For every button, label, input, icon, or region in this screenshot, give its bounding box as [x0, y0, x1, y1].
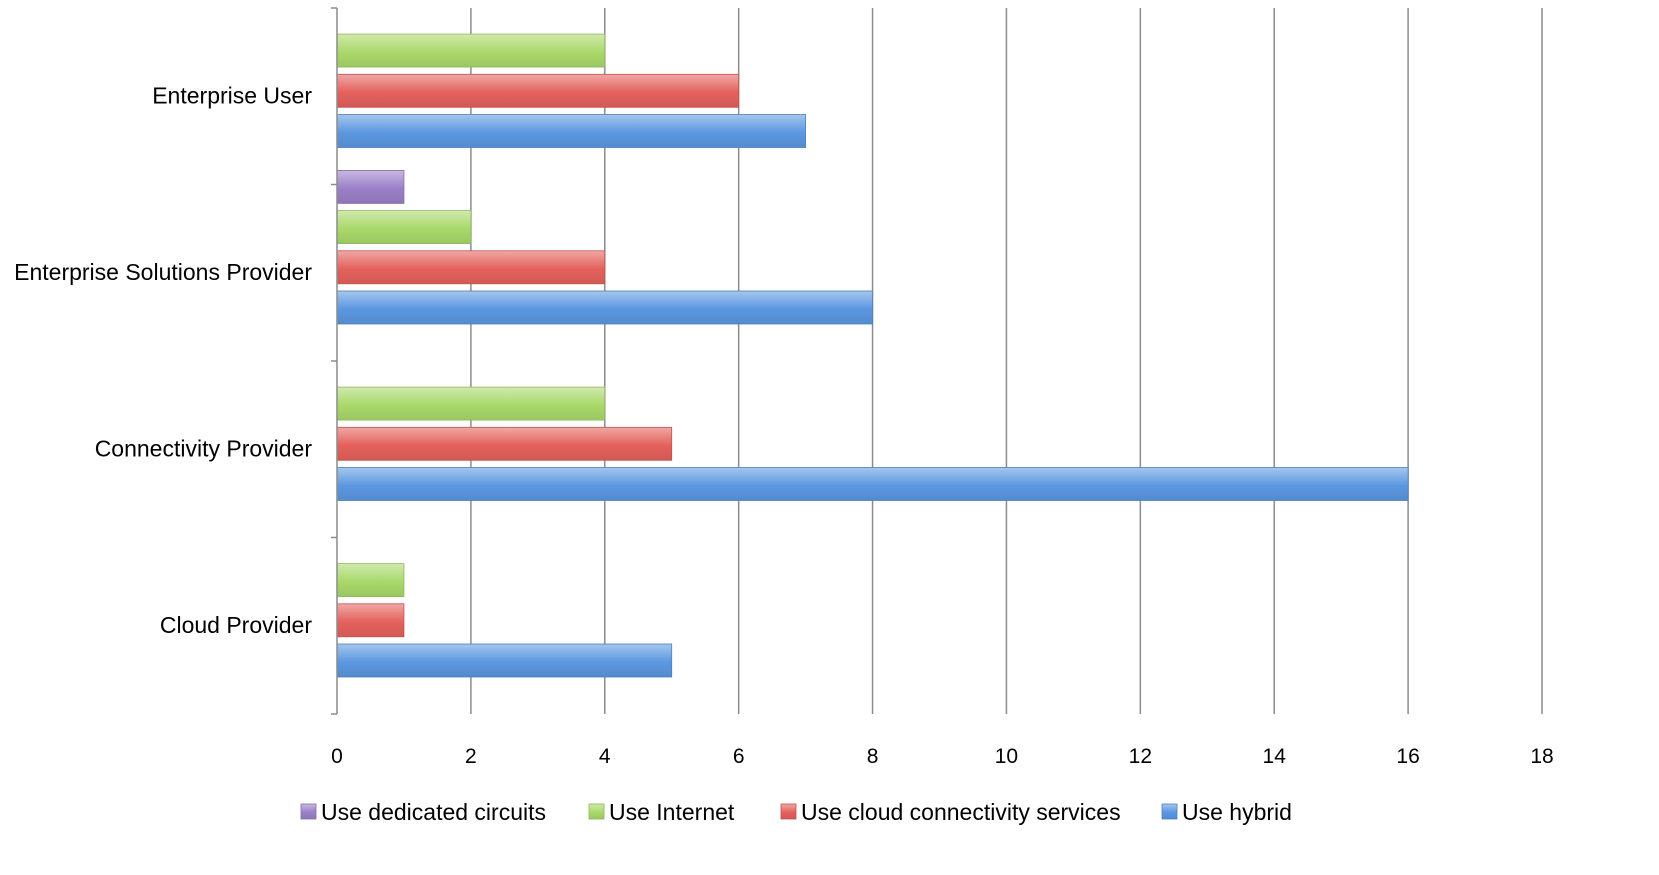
bar-enterprise-user-use-hybrid — [336, 114, 807, 148]
bars-layer — [336, 33, 1409, 678]
legend-swatch-use-hybrid — [1161, 803, 1178, 820]
category-label-cloud-provider: Cloud Provider — [160, 612, 312, 638]
legend-label-use-hybrid: Use hybrid — [1182, 799, 1292, 825]
bar-enterprise-user-use-cloud-connectivity-services — [336, 73, 740, 108]
x-tick-label-2: 2 — [465, 745, 477, 768]
category-labels: Cloud Provider Connectivity Provider Enter… — [14, 82, 312, 638]
bar-cloud-provider-use-cloud-connectivity-services — [336, 603, 405, 638]
legend-label-use-dedicated-circuits: Use dedicated circuits — [321, 799, 546, 825]
x-tick-label-0: 0 — [331, 745, 343, 768]
x-tick-label-6: 6 — [733, 745, 745, 768]
legend-item-use-dedicated-circuits: Use dedicated circuits — [300, 799, 546, 825]
bar-enterprise-solutions-provider-use-dedicated-circuits — [336, 169, 405, 204]
bar-connectivity-provider-use-internet — [336, 386, 606, 421]
legend-swatch-use-dedicated-circuits — [300, 803, 317, 820]
legend-label-use-internet: Use Internet — [609, 799, 735, 825]
category-label-enterprise-solutions-provider: Enterprise Solutions Provider — [14, 259, 312, 285]
bar-connectivity-provider-use-cloud-connectivity-services — [336, 426, 673, 461]
bar-enterprise-solutions-provider-use-hybrid — [336, 290, 873, 325]
bar-cloud-provider-use-internet — [336, 563, 405, 597]
x-tick-label-12: 12 — [1129, 745, 1152, 768]
x-tick-label-16: 16 — [1396, 745, 1419, 768]
legend-swatch-use-internet — [588, 803, 605, 820]
legend-item-use-cloud-connectivity-services: Use cloud connectivity services — [780, 799, 1121, 825]
x-tick-label-10: 10 — [995, 745, 1018, 768]
x-tick-label-4: 4 — [599, 745, 611, 768]
legend-item-use-internet: Use Internet — [588, 799, 735, 825]
x-tick-label-18: 18 — [1530, 745, 1553, 768]
category-axis — [331, 7, 338, 715]
legend: Use dedicated circuits Use Internet Use cl… — [300, 799, 1292, 825]
x-tick-label-8: 8 — [867, 745, 879, 768]
legend-swatch-use-cloud-connectivity-services — [780, 803, 797, 820]
legend-item-use-hybrid: Use hybrid — [1161, 799, 1292, 825]
category-label-connectivity-provider: Connectivity Provider — [95, 435, 313, 461]
x-tick-labels: 0 2 4 6 8 10 12 14 16 18 — [331, 745, 1554, 768]
bar-enterprise-solutions-provider-use-cloud-connectivity-services — [336, 250, 606, 285]
bar-enterprise-user-use-internet — [336, 33, 606, 68]
legend-label-use-cloud-connectivity-services: Use cloud connectivity services — [801, 799, 1121, 825]
bar-cloud-provider-use-hybrid — [336, 643, 673, 678]
bar-connectivity-provider-use-hybrid — [336, 467, 1409, 501]
grid-lines — [470, 8, 1543, 714]
bar-enterprise-solutions-provider-use-internet — [336, 210, 472, 245]
x-tick-label-14: 14 — [1263, 745, 1287, 768]
category-label-enterprise-user: Enterprise User — [152, 82, 312, 108]
